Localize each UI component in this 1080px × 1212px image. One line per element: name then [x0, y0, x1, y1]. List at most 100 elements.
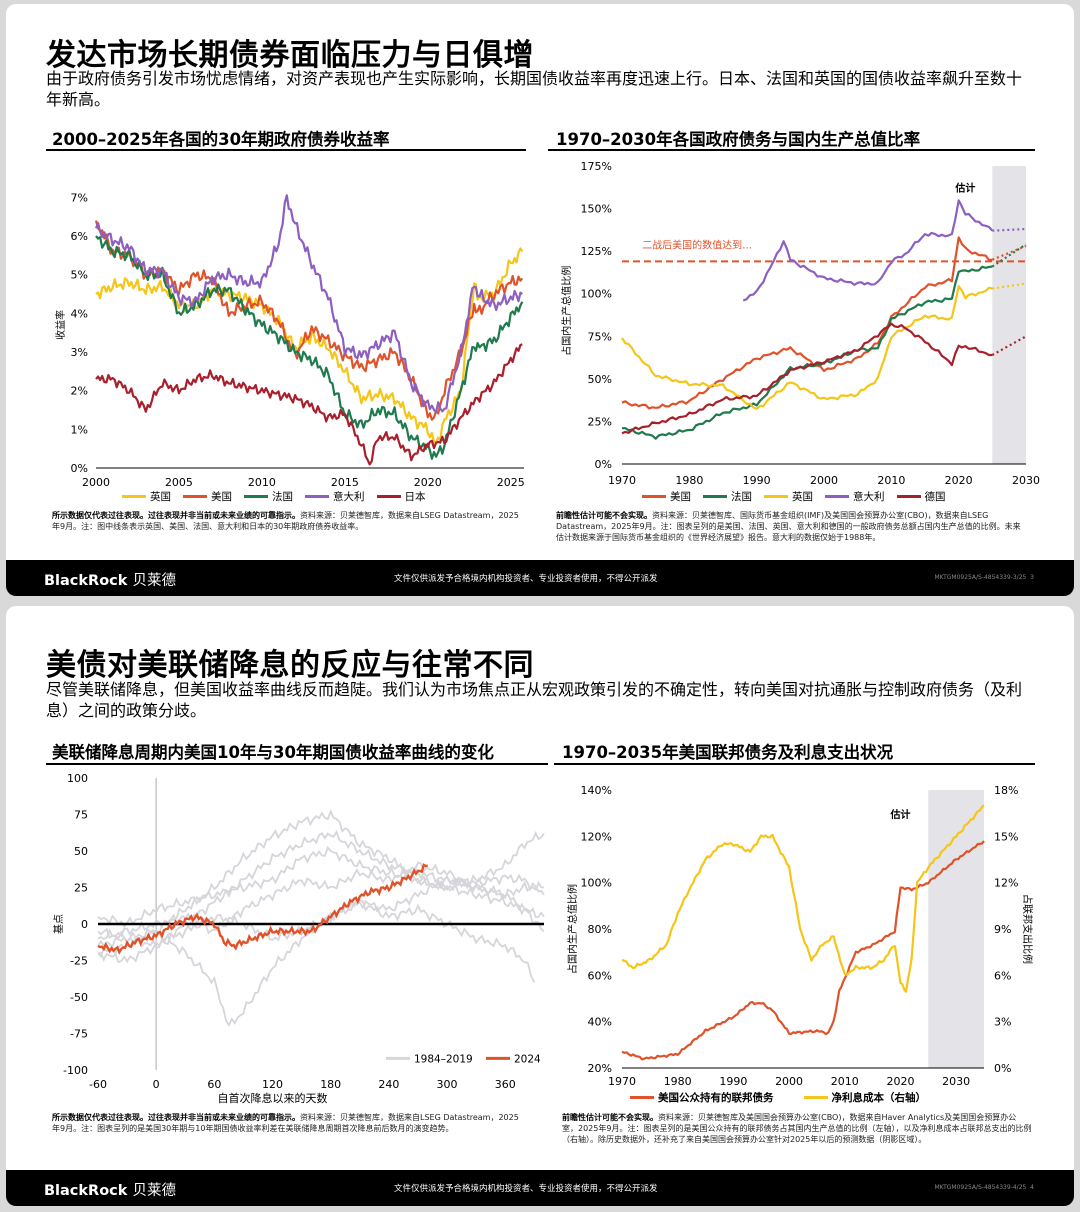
- y-tick-label: 25%: [588, 415, 612, 428]
- y-tick-label: 7%: [71, 191, 88, 204]
- legend-item: 1984–2019: [414, 1053, 473, 1065]
- y-tick-label-right: 3%: [994, 1016, 1011, 1029]
- footer-disclaimer: 文件仅供派发予合格境内机构投资者、专业投资者使用，不得公开派发: [394, 574, 658, 584]
- legend-item: 美国: [183, 489, 232, 504]
- projection-line-it: [992, 227, 1027, 232]
- x-tick-label: 2000: [775, 1075, 803, 1088]
- footer-bar: BlackRock 贝莱德 文件仅供派发予合格境内机构投资者、专业投资者使用，不…: [6, 560, 1074, 596]
- history-line: [97, 809, 545, 949]
- y-tick-label-right: 18%: [994, 784, 1018, 797]
- reference-label: 二战后美国的数值达到…: [642, 238, 752, 251]
- series-line-uk: [95, 247, 524, 444]
- legend-item: 日本: [376, 489, 426, 504]
- y-tick-label: 100%: [581, 288, 612, 301]
- x-tick-label: 2010: [831, 1075, 859, 1088]
- y-tick-label: 2%: [71, 385, 88, 398]
- y-tick-label: 175%: [581, 160, 612, 173]
- estimate-label: 估计: [889, 808, 910, 821]
- x-tick-label: 2020: [414, 476, 442, 486]
- y-tick-label: 0: [81, 918, 88, 931]
- series-line-it: [742, 199, 994, 302]
- footer-disclaimer: 文件仅供派发予合格境内机构投资者、专业投资者使用，不得公开派发: [394, 1184, 658, 1194]
- y-axis-label-left: 占国内生产总值比例: [566, 884, 579, 974]
- y-tick-label-left: 20%: [588, 1062, 612, 1075]
- history-line: [97, 845, 545, 929]
- title-rule: [46, 763, 548, 765]
- footer-bar: BlackRock 贝莱德 文件仅供派发予合格境内机构投资者、专业投资者使用，不…: [6, 1170, 1074, 1206]
- chart-title-debt-gdp: 1970–2030年各国政府债务与国内生产总值比率: [556, 130, 921, 149]
- x-tick-label: 2030: [1012, 474, 1040, 487]
- x-tick-label: 2010: [877, 474, 905, 487]
- legend-bond-yields: 英国 美国 法国 意大利 日本: [122, 489, 438, 504]
- x-tick-label: 0: [153, 1078, 160, 1091]
- y-tick-label: 75: [74, 809, 88, 822]
- source-note: 前瞻性估计可能不会实现。资料来源：贝莱德智库、国际货币基金组织(IMF)及美国国…: [556, 511, 1021, 542]
- x-tick-label: 300: [437, 1078, 458, 1091]
- slide-subtitle: 由于政府债务引发市场忧虑情绪，对资产表现也产生实际影响，长期国债收益率再度迅速上…: [46, 69, 1023, 109]
- x-tick-label: 2000: [810, 474, 838, 487]
- y-tick-label: -50: [70, 991, 88, 1004]
- legend-item: 意大利: [825, 489, 885, 504]
- projection-line-uk: [992, 282, 1027, 290]
- projection-line-de: [991, 335, 1027, 356]
- chart-title-bond-yields: 2000–2025年各国的30年期政府债券收益率: [52, 130, 390, 149]
- x-tick-label: 2005: [165, 476, 193, 486]
- x-tick-label: 60: [207, 1078, 221, 1091]
- legend-debt-gdp: 美国 法国 英国 意大利 德国: [642, 489, 958, 504]
- y-tick-label: 6%: [71, 230, 88, 243]
- legend-item: 美国公众持有的联邦债务: [630, 1090, 774, 1105]
- y-tick-label: -100: [63, 1064, 88, 1077]
- x-tick-label: 180: [320, 1078, 341, 1091]
- legend-item: 净利息成本（右轴）: [803, 1090, 926, 1105]
- history-line: [97, 899, 536, 983]
- y-tick-label-left: 140%: [581, 784, 612, 797]
- slide-subtitle: 尽管美联储降息，但美国收益率曲线反而趋陡。我们认为市场焦点正从宏观政策引发的不确…: [46, 680, 1023, 720]
- chart-title-yield-curve: 美联储降息周期内美国10年与30年期国债收益率曲线的变化: [52, 743, 494, 762]
- y-tick-label: 4%: [71, 307, 88, 320]
- x-tick-label: 2020: [886, 1075, 914, 1088]
- y-tick-label-right: 6%: [994, 969, 1011, 982]
- y-tick-label: 0%: [595, 458, 612, 471]
- y-tick-label: 3%: [71, 346, 88, 359]
- series-line-fr: [95, 235, 524, 460]
- y-tick-label-right: 9%: [994, 923, 1011, 936]
- series-line-us: [621, 840, 985, 1061]
- x-tick-label: 1980: [675, 474, 703, 487]
- y-tick-label-right: 15%: [994, 830, 1018, 843]
- brand-logo: BlackRock 贝莱德: [44, 573, 176, 589]
- chart-title-federal-debt: 1970–2035年美国联邦债务及利息支出状况: [562, 743, 894, 762]
- y-tick-label: 1%: [71, 423, 88, 436]
- y-tick-label: -75: [70, 1028, 88, 1041]
- x-tick-label: 360: [495, 1078, 516, 1091]
- x-tick-label: -60: [89, 1078, 107, 1091]
- yield-curve-chart: -100 -75 -50 -25 0 25 50 75 100 -60 0 60 120 180 240 30…: [52, 772, 545, 1105]
- source-note: 所示数据仅代表过往表现。过往表现并非当前或未来业绩的可靠指示。资料来源：贝莱德智…: [52, 511, 519, 531]
- y-tick-label: 100: [67, 772, 88, 785]
- y-tick-label: 125%: [581, 245, 612, 258]
- estimate-shade: [928, 790, 984, 1068]
- y-tick-label-left: 80%: [588, 923, 612, 936]
- x-tick-label: 120: [262, 1078, 283, 1091]
- legend-item: 2024: [514, 1053, 541, 1065]
- x-tick-label: 1970: [608, 474, 636, 487]
- y-axis-label: 收益率: [54, 310, 67, 340]
- x-tick-label: 2020: [945, 474, 973, 487]
- y-tick-label: 150%: [581, 203, 612, 216]
- y-axis-label: 基点: [52, 914, 65, 934]
- y-tick-label-right: 0%: [994, 1062, 1011, 1075]
- x-tick-label: 2030: [942, 1075, 970, 1088]
- estimate-shade: [992, 166, 1026, 464]
- y-tick-label: 0%: [71, 462, 88, 475]
- series-line-it: [94, 194, 523, 414]
- federal-debt-chart: 估计 20% 40% 60% 80% 100% 120% 140% 0% 3% 6% 9% 12% 15%…: [566, 784, 1034, 1088]
- y-axis-label-right: 占联邦支出比例: [1021, 894, 1034, 964]
- slide-title: 发达市场长期债券面临压力与日俱增: [46, 38, 534, 73]
- series-line-uk: [621, 804, 985, 993]
- debt-gdp-chart: 估计 0% 25% 50% 75% 100% 125% 150% 175% 1970 1980 199…: [560, 160, 1040, 487]
- legend-item: 德国: [896, 489, 946, 504]
- title-rule: [46, 149, 526, 151]
- series-line-fr: [622, 265, 993, 440]
- legend-item: 法国: [244, 489, 293, 504]
- legend-item: 英国: [764, 489, 813, 504]
- legend-item: 法国: [703, 489, 752, 504]
